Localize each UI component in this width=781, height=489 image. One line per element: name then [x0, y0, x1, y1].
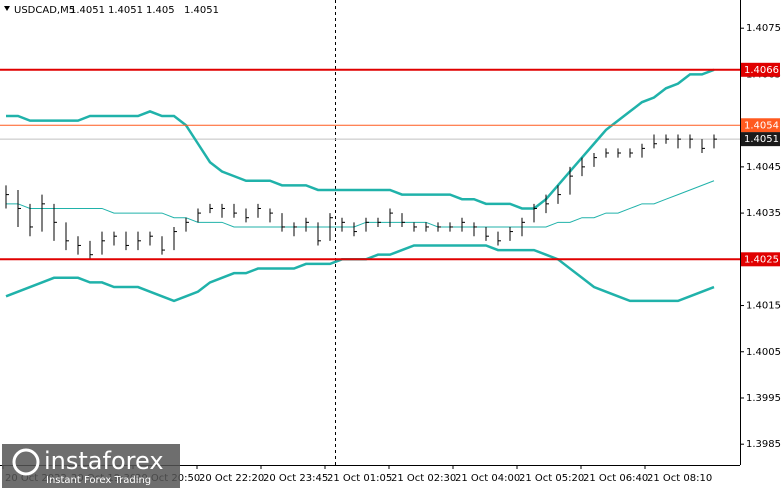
y-tick-label: 1.4015 [746, 301, 781, 312]
x-tick-label: 21 Oct 06:40 [583, 473, 648, 484]
header-quote: 1.405 [146, 5, 175, 16]
y-tick-label: 1.4075 [746, 23, 781, 34]
band-middle [6, 180, 715, 228]
logo-name: instaforex [44, 447, 164, 475]
header: USDCAD,M5 1.4051 1.4051 1.405 1.4051 [4, 5, 219, 16]
header-quote: 1.4051 [108, 5, 143, 16]
logo-tagline: Instant Forex Trading [46, 475, 151, 486]
y-tick-label: 1.4045 [746, 162, 781, 173]
header-icon [4, 6, 10, 11]
level-label: 1.4066 [744, 65, 779, 76]
y-tick-label: 1.3985 [746, 439, 781, 450]
x-tick-label: 21 Oct 08:10 [647, 473, 712, 484]
x-tick-label: 21 Oct 05:20 [519, 473, 584, 484]
level-label-box [741, 62, 780, 77]
header-quote: 1.4051 [184, 5, 219, 16]
symbol-title: USDCAD,M5 [14, 5, 75, 16]
x-tick-label: 21 Oct 02:30 [391, 473, 456, 484]
price-label: 1.4051 [744, 134, 779, 145]
header-quote: 1.4051 [70, 5, 105, 16]
level-label: 1.4025 [744, 254, 779, 265]
logo: instaforex Instant Forex Trading [2, 444, 180, 488]
x-tick-label: 20 Oct 22:20 [199, 473, 264, 484]
logo-icon [12, 448, 40, 476]
level-label-box [741, 252, 780, 267]
x-tick-label: 21 Oct 01:05 [327, 473, 392, 484]
x-tick-label: 21 Oct 04:00 [455, 473, 520, 484]
level-label: 1.4054 [744, 120, 779, 131]
band-upper [6, 68, 715, 210]
y-tick-label: 1.4035 [746, 208, 781, 219]
x-tick-label: 20 Oct 23:45 [263, 473, 328, 484]
y-tick-label: 1.3995 [746, 393, 781, 404]
level-label-box [741, 118, 780, 133]
price-label-box [741, 132, 780, 147]
y-tick-label: 1.4005 [746, 347, 781, 358]
